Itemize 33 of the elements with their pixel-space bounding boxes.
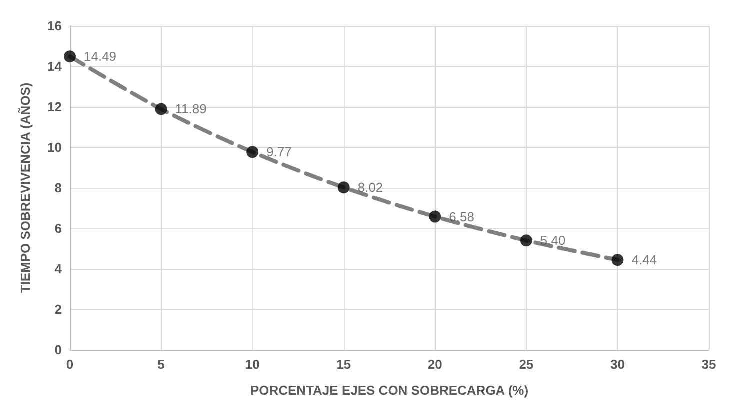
- y-tick-label: 0: [54, 342, 62, 358]
- point: [155, 103, 168, 116]
- data-label: 5.40: [540, 233, 566, 248]
- data-label: 11.89: [175, 102, 207, 117]
- x-tick-label: 15: [336, 357, 352, 372]
- y-tick-label: 6: [54, 221, 62, 236]
- point: [612, 254, 624, 266]
- y-tick-label: 2: [54, 302, 62, 317]
- x-tick-label: 25: [519, 357, 534, 372]
- y-tick-label: 12: [48, 100, 62, 114]
- y-tick-label: 14: [48, 59, 63, 74]
- point: [520, 234, 532, 247]
- data-label: 6.58: [449, 209, 474, 224]
- point: [64, 50, 76, 63]
- y-axis-title: TIEMPO SOBREVIVENCIA (AÑOS): [18, 82, 33, 294]
- data-label: 9.77: [266, 144, 292, 160]
- y-tick-label: 8: [54, 180, 62, 196]
- data-label: 4.44: [632, 252, 658, 268]
- data-label: 14.49: [84, 49, 117, 64]
- y-tick-label: 4: [54, 262, 63, 276]
- x-tick-label: 5: [158, 357, 165, 372]
- data-label: 8.02: [358, 180, 384, 196]
- x-tick-label: 30: [610, 357, 625, 372]
- y-tick-label: 10: [48, 140, 62, 155]
- x-tick-label: 35: [702, 357, 716, 372]
- y-tick-label: 16: [48, 18, 62, 34]
- point: [338, 182, 350, 194]
- point: [429, 210, 442, 223]
- x-tick-label: 20: [428, 357, 442, 372]
- x-tick-label: 10: [245, 357, 260, 372]
- x-axis-title: PORCENTAJE EJES CON SOBRECARGA (%): [250, 383, 529, 398]
- point: [246, 146, 259, 158]
- x-tick-label: 0: [66, 357, 74, 372]
